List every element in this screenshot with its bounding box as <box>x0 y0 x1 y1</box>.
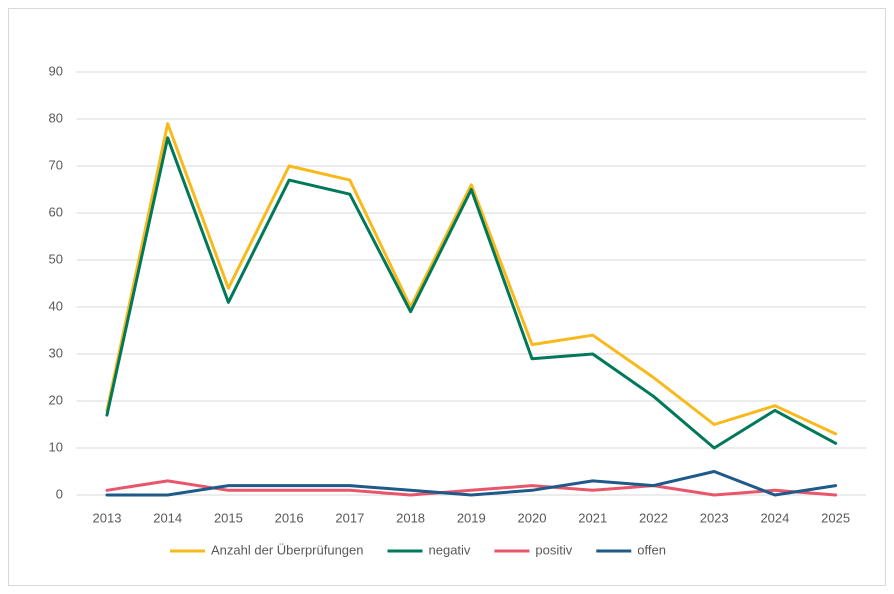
x-tick-label: 2023 <box>700 510 729 525</box>
x-tick-label: 2025 <box>821 510 850 525</box>
x-tick-label: 2019 <box>457 510 486 525</box>
legend-label: positiv <box>535 542 572 557</box>
y-tick-label: 50 <box>49 251 63 266</box>
legend-label: Anzahl der Überprüfungen <box>211 542 364 557</box>
x-tick-label: 2024 <box>760 510 789 525</box>
x-tick-label: 2022 <box>639 510 668 525</box>
y-tick-label: 70 <box>49 157 63 172</box>
series-line <box>105 122 838 436</box>
series-line <box>105 470 838 497</box>
x-tick-label: 2021 <box>578 510 607 525</box>
y-tick-label: 60 <box>49 204 63 219</box>
y-tick-label: 30 <box>49 345 63 360</box>
chart-frame <box>8 8 886 586</box>
series-line <box>105 136 838 450</box>
x-tick-label: 2018 <box>396 510 425 525</box>
y-tick-label: 10 <box>49 439 63 454</box>
legend-label: negativ <box>429 542 471 557</box>
y-tick-label: 90 <box>49 63 63 78</box>
legend-label: offen <box>637 542 666 557</box>
y-tick-label: 0 <box>56 486 63 501</box>
x-tick-label: 2020 <box>518 510 547 525</box>
x-tick-label: 2015 <box>214 510 243 525</box>
series-line <box>105 479 838 497</box>
x-tick-label: 2016 <box>275 510 304 525</box>
x-tick-label: 2014 <box>153 510 182 525</box>
y-tick-label: 40 <box>49 298 63 313</box>
y-tick-label: 80 <box>49 110 63 125</box>
x-tick-label: 2017 <box>335 510 364 525</box>
x-tick-label: 2013 <box>93 510 122 525</box>
y-tick-label: 20 <box>49 392 63 407</box>
